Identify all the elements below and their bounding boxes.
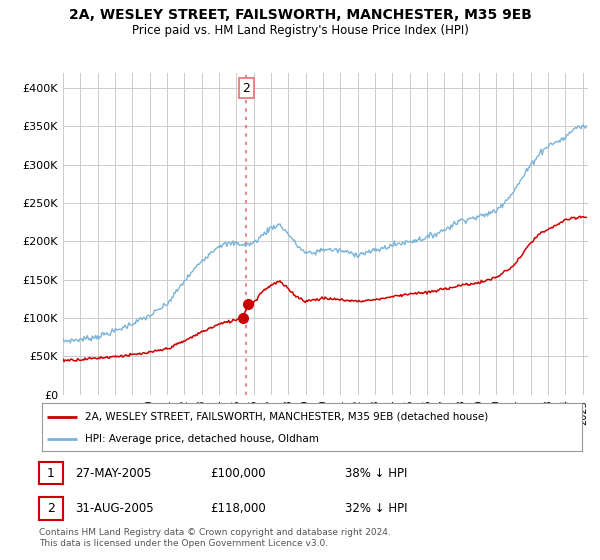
Text: 32% ↓ HPI: 32% ↓ HPI [345, 502, 407, 515]
Text: 2A, WESLEY STREET, FAILSWORTH, MANCHESTER, M35 9EB: 2A, WESLEY STREET, FAILSWORTH, MANCHESTE… [68, 8, 532, 22]
Text: HPI: Average price, detached house, Oldham: HPI: Average price, detached house, Oldh… [85, 434, 319, 444]
Text: 2A, WESLEY STREET, FAILSWORTH, MANCHESTER, M35 9EB (detached house): 2A, WESLEY STREET, FAILSWORTH, MANCHESTE… [85, 412, 488, 422]
Text: £100,000: £100,000 [210, 466, 266, 480]
Text: 2: 2 [47, 502, 55, 515]
Text: 2: 2 [242, 82, 250, 95]
Text: 1: 1 [47, 466, 55, 480]
Text: Contains HM Land Registry data © Crown copyright and database right 2024.
This d: Contains HM Land Registry data © Crown c… [39, 528, 391, 548]
Text: £118,000: £118,000 [210, 502, 266, 515]
Text: 31-AUG-2005: 31-AUG-2005 [75, 502, 154, 515]
Text: Price paid vs. HM Land Registry's House Price Index (HPI): Price paid vs. HM Land Registry's House … [131, 24, 469, 36]
Text: 27-MAY-2005: 27-MAY-2005 [75, 466, 151, 480]
Text: 38% ↓ HPI: 38% ↓ HPI [345, 466, 407, 480]
